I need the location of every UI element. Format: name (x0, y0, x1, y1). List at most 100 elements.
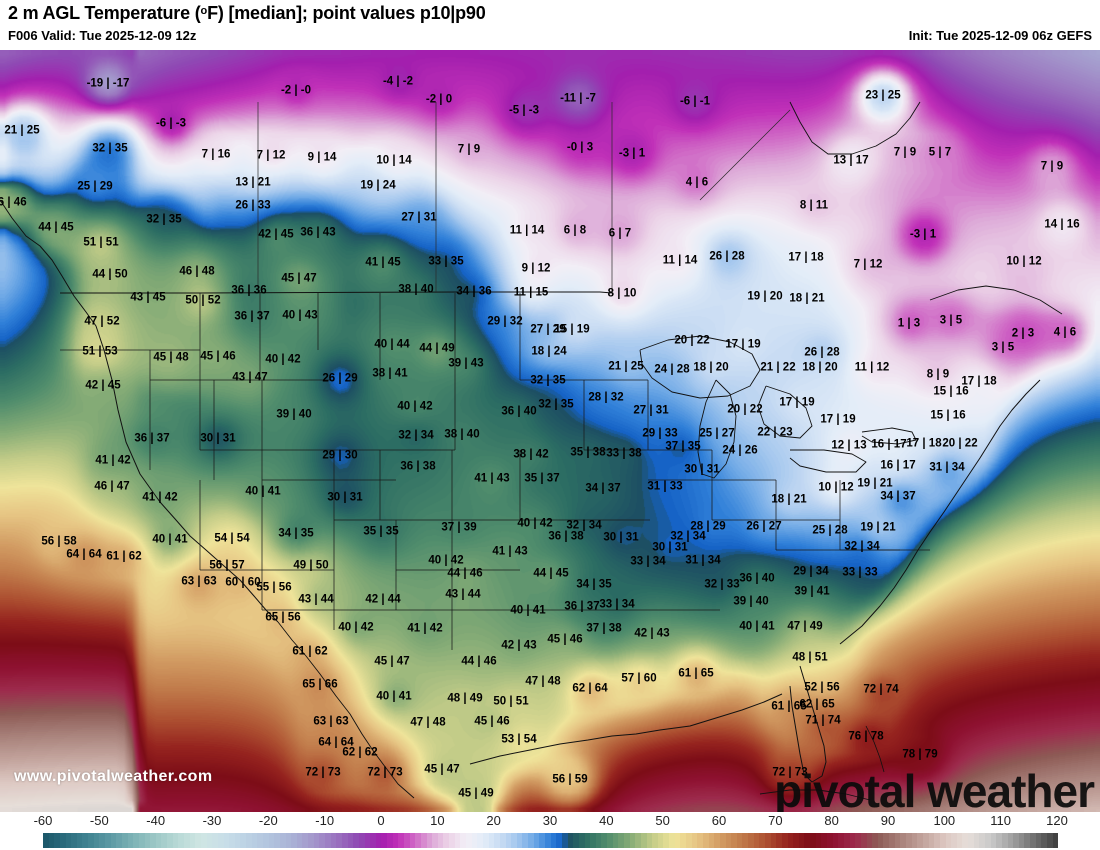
colorbar-swatch (409, 833, 416, 848)
point-value-label: 29 | 32 (487, 315, 523, 328)
colorbar-swatch (669, 833, 675, 848)
colorbar-swatch (996, 833, 1002, 848)
colorbar-swatch (573, 833, 579, 848)
point-value-label: 18 | 20 (802, 361, 838, 374)
point-value-label: 18 | 20 (693, 361, 729, 374)
point-value-label: -3 | 1 (909, 228, 937, 241)
point-value-label: 11 | 14 (662, 254, 698, 267)
point-value-label: 40 | 41 (376, 690, 412, 703)
point-value-label: 15 | 19 (554, 323, 590, 336)
point-value-label: -2 | 0 (425, 93, 453, 106)
point-value-label: 50 | 52 (185, 294, 221, 307)
colorbar-swatch (105, 833, 111, 848)
colorbar-tick: 110 (990, 813, 1012, 828)
point-value-label: 7 | 9 (893, 146, 917, 159)
lake-huron (757, 385, 813, 439)
point-value-label: 12 | 13 (831, 439, 867, 452)
colorbar-swatch (341, 833, 348, 848)
point-value-label: 27 | 31 (401, 211, 437, 224)
point-value-label: 32 | 35 (538, 398, 574, 411)
colorbar-swatch (945, 833, 952, 848)
point-value-label: 45 | 47 (281, 272, 317, 285)
point-value-label: 18 | 24 (531, 345, 567, 358)
point-value-label: 4 | 6 (1053, 326, 1077, 339)
point-value-label: 45 | 48 (153, 351, 189, 364)
point-value-label: 20 | 22 (727, 403, 763, 416)
point-value-label: 37 | 38 (586, 622, 622, 635)
colorbar-swatch (635, 833, 641, 848)
point-value-label: -11 | -7 (560, 92, 596, 105)
colorbar-swatch (646, 833, 653, 848)
point-value-label: 43 | 47 (232, 371, 268, 384)
colorbar-swatch (212, 833, 218, 848)
colorbar-swatch (88, 833, 94, 848)
point-value-label: 8 | 10 (607, 287, 637, 300)
colorbar-swatch (466, 833, 472, 848)
colorbar-swatch (127, 833, 134, 848)
colorbar-swatch (110, 833, 117, 848)
point-value-label: 37 | 35 (665, 440, 701, 453)
colorbar-swatch (550, 833, 557, 848)
colorbar-swatch (607, 833, 613, 848)
colorbar-swatch (725, 833, 732, 848)
point-value-label: 19 | 20 (747, 290, 783, 303)
colorbar-swatch (860, 833, 867, 848)
colorbar-swatch (866, 833, 873, 848)
colorbar-swatch (810, 833, 816, 848)
colorbar-swatch (65, 833, 72, 848)
colorbar-swatch (133, 833, 139, 848)
point-value-label: 41 | 42 (407, 622, 443, 635)
colorbar-swatch (144, 833, 151, 848)
point-value-label: 47 | 52 (84, 315, 120, 328)
colorbar-swatch (432, 833, 438, 848)
colorbar-swatch (838, 833, 844, 848)
point-value-label: 49 | 50 (293, 559, 329, 572)
colorbar-swatch (93, 833, 100, 848)
baja-coastline (277, 621, 415, 799)
point-value-label: 45 | 46 (200, 350, 236, 363)
point-value-label: 46 | 46 (0, 196, 27, 209)
point-value-label: 26 | 28 (709, 250, 745, 263)
colorbar-swatch (849, 833, 856, 848)
point-value-label: 15 | 16 (933, 385, 969, 398)
point-value-label: 44 | 45 (533, 567, 569, 580)
point-value-label: 18 | 21 (789, 292, 825, 305)
colorbar-swatch (449, 833, 455, 848)
point-value-label: 9 | 14 (307, 151, 337, 164)
point-value-label: 30 | 31 (603, 531, 639, 544)
colorbar-swatch (686, 833, 692, 848)
point-value-label: 44 | 45 (38, 221, 74, 234)
colorbar-gradient[interactable] (43, 833, 1059, 848)
point-value-label: 43 | 44 (298, 593, 334, 606)
colorbar-swatch (1013, 833, 1019, 848)
colorbar-swatch (1035, 833, 1042, 848)
point-value-label: 26 | 27 (746, 520, 782, 533)
point-value-label: 57 | 60 (621, 672, 657, 685)
colorbar-swatch (1052, 833, 1059, 848)
point-value-label: 42 | 44 (365, 593, 401, 606)
weather-map[interactable]: -19 | -17 21 | 25 -6 | -3 -2 | -0 -4 | -2 -2 … (0, 50, 1100, 812)
point-value-label: 47 | 49 (787, 620, 823, 633)
colorbar-swatch (928, 833, 935, 848)
point-value-label: 36 | 40 (739, 572, 775, 585)
colorbar-swatch (229, 833, 235, 848)
colorbar-tick-labels: -60 -50 -40 -30 -20 -10 0 10 20 30 40 50 60 70 80 90 100… (0, 812, 1100, 832)
colorbar-tick: 30 (542, 813, 558, 828)
colorbar-swatch (330, 833, 337, 848)
colorbar-swatch (968, 833, 974, 848)
colorbar-swatch (477, 833, 483, 848)
point-value-label: 39 | 41 (794, 585, 830, 598)
point-value-label: 32 | 33 (704, 578, 740, 591)
point-value-label: 29 | 33 (642, 427, 678, 440)
colorbar-swatch (189, 833, 196, 848)
colorbar-swatch (313, 833, 320, 848)
lake-michigan (697, 379, 737, 479)
colorbar-swatch (358, 833, 365, 848)
colorbar-swatch (640, 833, 647, 848)
pacific-coastline (0, 199, 279, 623)
point-value-label: 33 | 33 (842, 566, 878, 579)
colorbar-swatch (454, 833, 461, 848)
point-value-label: 43 | 44 (445, 588, 481, 601)
header-bar: 2 m AGL Temperature (oF) [median]; point… (0, 0, 1100, 50)
colorbar-swatch (900, 833, 907, 848)
